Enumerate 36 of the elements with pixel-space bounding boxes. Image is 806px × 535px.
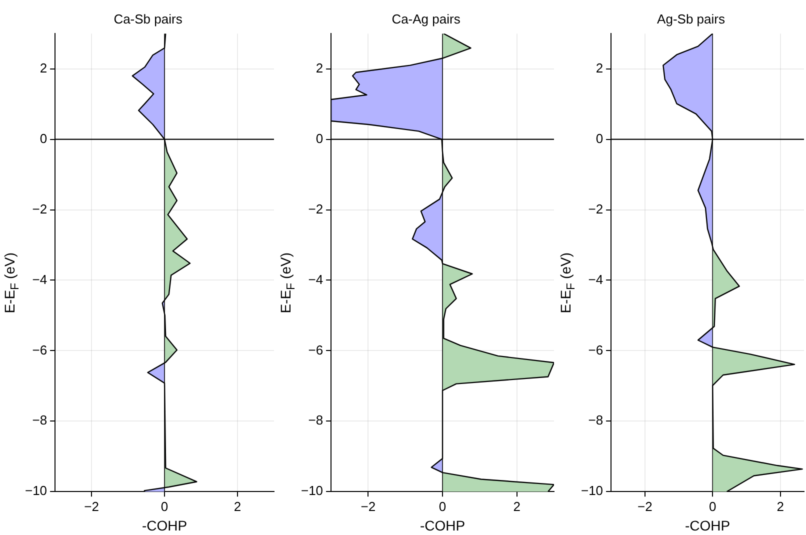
y-tick-label: −8 <box>588 412 604 428</box>
y-tick-label: 2 <box>40 60 48 76</box>
y-tick-label: −10 <box>24 483 48 498</box>
y-tick-label: −4 <box>308 272 324 287</box>
x-tick-label: −2 <box>360 498 376 514</box>
y-tick-label: −8 <box>308 412 324 428</box>
x-tick-label: −2 <box>637 498 652 514</box>
y-tick-label: 0 <box>316 130 324 146</box>
y-tick-label: −10 <box>300 483 324 498</box>
chart-title: Ca-Ag pairs <box>392 11 461 26</box>
x-tick-label: 2 <box>513 498 520 514</box>
x-axis-title: -COHP <box>142 517 188 534</box>
x-axis-title: -COHP <box>684 517 730 534</box>
x-tick-label: 0 <box>160 498 168 514</box>
chart-title: Ag-Sb pairs <box>657 11 726 26</box>
y-tick-label: −4 <box>588 272 604 287</box>
y-tick-label: 2 <box>596 60 604 76</box>
y-tick-label: −8 <box>32 412 48 428</box>
chart-title: Ca-Sb pairs <box>114 11 183 26</box>
x-tick-label: −2 <box>84 498 99 514</box>
x-tick-label: 2 <box>234 498 242 514</box>
y-tick-label: −2 <box>308 201 324 216</box>
y-tick-label: 0 <box>40 130 48 146</box>
y-tick-label: 2 <box>316 60 324 76</box>
y-tick-label: −2 <box>588 201 604 216</box>
y-tick-label: −6 <box>588 342 604 358</box>
y-tick-label: −10 <box>580 483 604 498</box>
x-tick-label: 2 <box>776 498 784 514</box>
y-tick-label: −6 <box>308 342 324 358</box>
x-tick-label: 0 <box>438 498 446 514</box>
x-tick-label: 0 <box>708 498 716 514</box>
y-tick-label: −6 <box>32 342 48 358</box>
y-tick-label: −4 <box>32 272 48 287</box>
y-tick-label: 0 <box>596 130 604 146</box>
x-axis-title: -COHP <box>420 517 466 534</box>
y-tick-label: −2 <box>32 201 48 216</box>
